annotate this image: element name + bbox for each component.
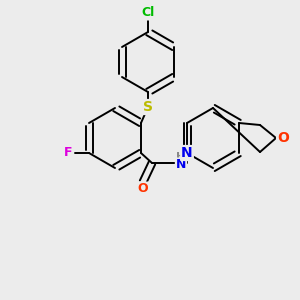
Text: Cl: Cl: [141, 7, 154, 20]
Text: O: O: [277, 131, 289, 145]
Text: N: N: [181, 146, 193, 160]
Text: H: H: [176, 152, 186, 162]
Text: N: N: [176, 158, 186, 172]
Text: F: F: [64, 146, 72, 160]
Text: O: O: [138, 182, 148, 196]
Text: S: S: [143, 100, 153, 114]
